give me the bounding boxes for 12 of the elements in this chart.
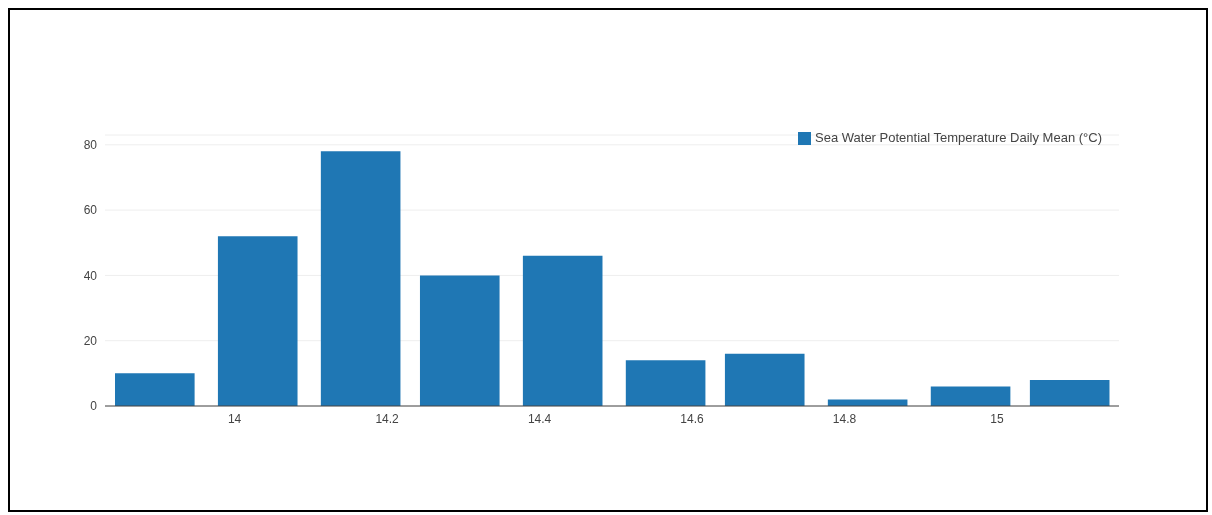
- y-tick-label: 0: [90, 399, 98, 414]
- y-tick-label: 80: [83, 138, 98, 153]
- y-tick-label: 60: [83, 203, 98, 218]
- x-tick-label: 14.8: [832, 411, 857, 426]
- y-tick-label: 20: [83, 333, 98, 348]
- x-tick-label: 15: [990, 411, 1005, 426]
- x-tick-label: 14.6: [680, 411, 705, 426]
- x-tick-label: 14.4: [527, 411, 552, 426]
- x-tick-label: 14.2: [375, 411, 400, 426]
- legend-label: Sea Water Potential Temperature Daily Mean (°C): [815, 130, 1102, 145]
- x-tick-label: 14: [227, 411, 242, 426]
- y-tick-label: 40: [83, 268, 98, 283]
